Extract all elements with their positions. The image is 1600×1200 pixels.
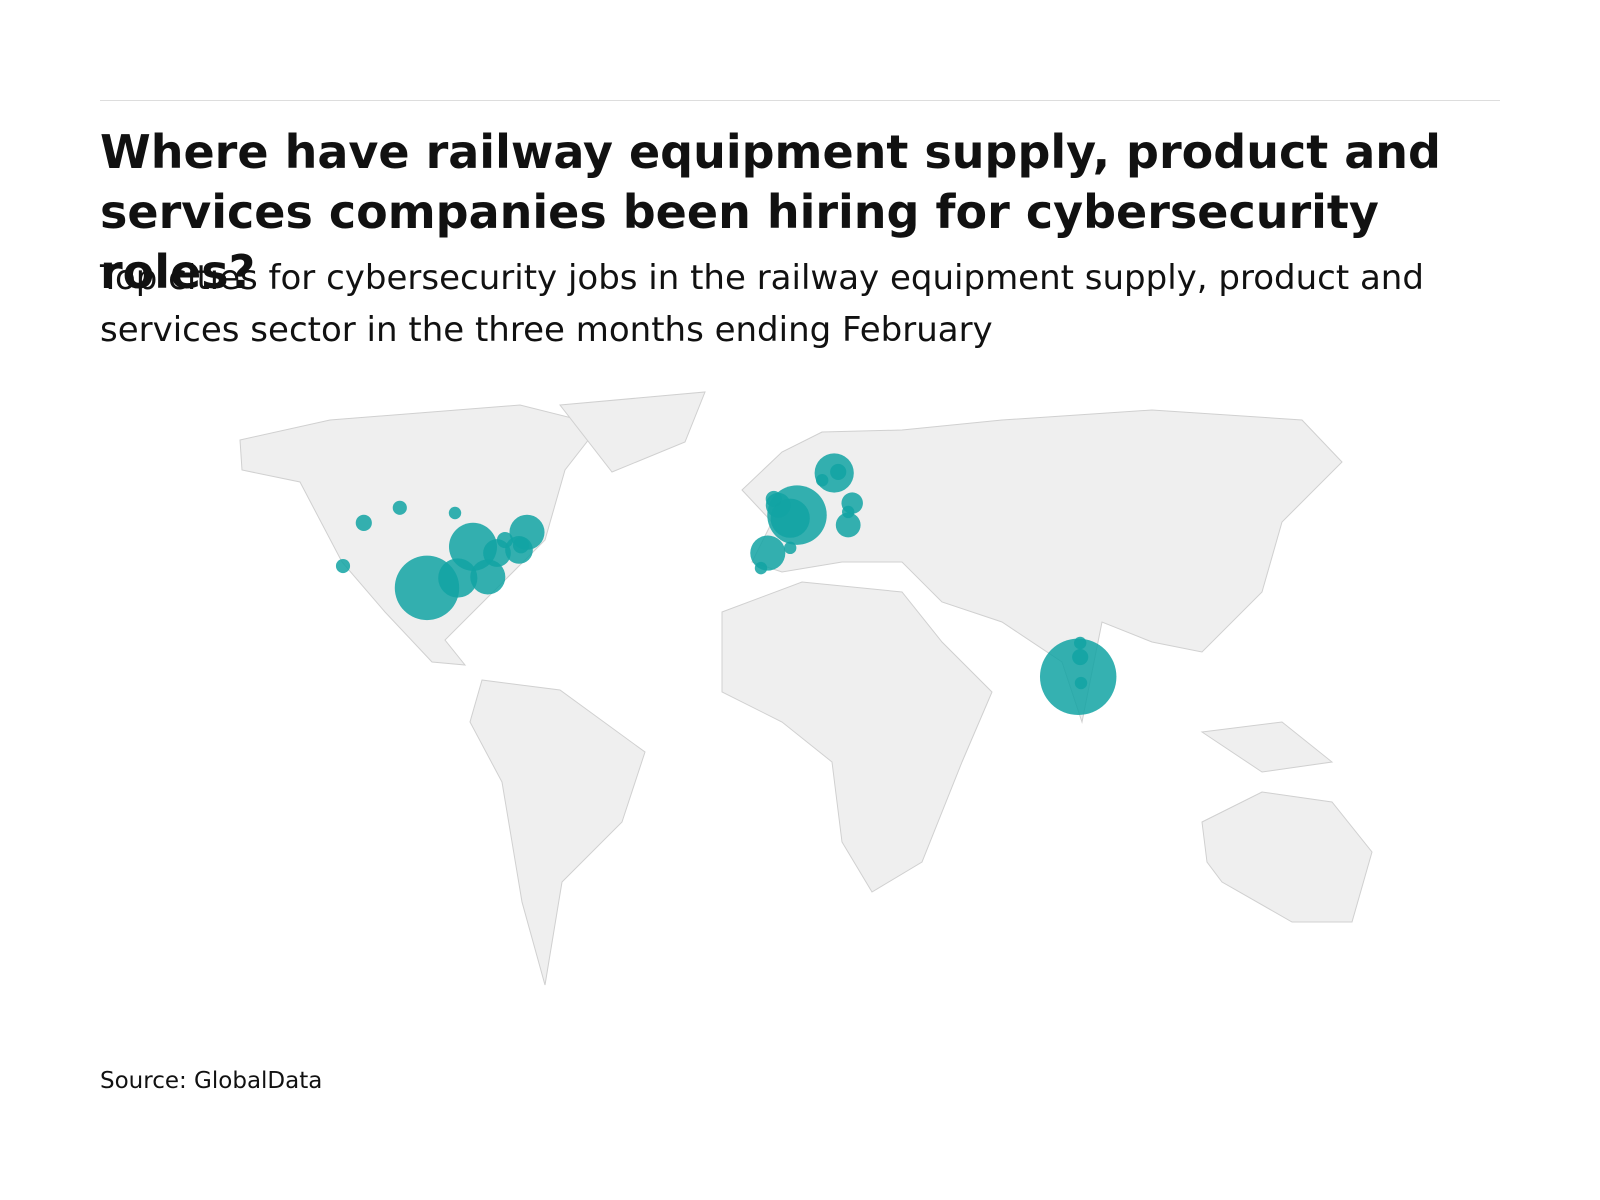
chart-subtitle: Top cities for cybersecurity jobs in the… bbox=[100, 258, 1424, 350]
bubble bbox=[754, 561, 768, 575]
bubble bbox=[835, 512, 861, 538]
bubble bbox=[830, 463, 847, 481]
bubble bbox=[784, 541, 797, 555]
bubble bbox=[1074, 636, 1087, 650]
bubbles bbox=[335, 453, 1117, 716]
africa bbox=[721, 581, 993, 893]
south-america bbox=[469, 679, 646, 986]
rule bbox=[100, 100, 1500, 101]
chart-title: Where have railway equipment supply, pro… bbox=[100, 125, 1441, 299]
source: Source: GlobalData bbox=[100, 1068, 323, 1094]
land bbox=[239, 391, 1373, 986]
bubble bbox=[355, 514, 372, 531]
bubble bbox=[512, 537, 530, 554]
eurasia bbox=[741, 409, 1343, 724]
bubble bbox=[335, 558, 351, 574]
bubble bbox=[448, 506, 462, 520]
bubble bbox=[1039, 638, 1117, 716]
bubble bbox=[842, 505, 855, 519]
bubble bbox=[750, 535, 786, 571]
australia bbox=[1201, 791, 1373, 923]
bubble bbox=[816, 474, 829, 487]
bubble bbox=[392, 500, 407, 515]
bubble bbox=[765, 492, 791, 518]
bubble bbox=[470, 559, 506, 595]
bubble bbox=[1074, 676, 1088, 690]
north-america bbox=[239, 404, 601, 666]
bubble bbox=[1072, 648, 1089, 666]
greenland bbox=[559, 391, 706, 473]
islands bbox=[1200, 721, 1334, 773]
